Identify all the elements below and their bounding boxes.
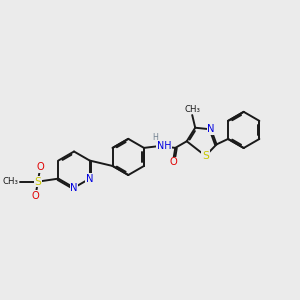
Text: N: N xyxy=(70,183,78,193)
Text: CH₃: CH₃ xyxy=(184,105,200,114)
Text: H: H xyxy=(152,133,158,142)
Text: O: O xyxy=(36,162,44,172)
Text: CH₃: CH₃ xyxy=(3,177,19,186)
Text: N: N xyxy=(207,124,215,134)
Text: S: S xyxy=(34,177,41,187)
Text: NH: NH xyxy=(157,141,171,152)
Text: O: O xyxy=(169,158,177,167)
Text: N: N xyxy=(86,174,93,184)
Text: O: O xyxy=(32,191,39,201)
Text: S: S xyxy=(202,151,209,161)
